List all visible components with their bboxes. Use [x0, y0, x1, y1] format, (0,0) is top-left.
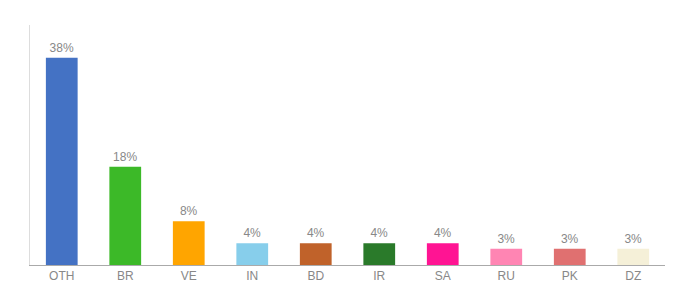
svg-text:OTH: OTH [49, 269, 74, 283]
svg-text:4%: 4% [370, 226, 388, 240]
svg-text:3%: 3% [624, 232, 642, 246]
svg-text:SA: SA [435, 269, 451, 283]
svg-text:18%: 18% [113, 150, 137, 164]
svg-text:VE: VE [181, 269, 197, 283]
svg-text:3%: 3% [561, 232, 579, 246]
svg-text:4%: 4% [434, 226, 452, 240]
svg-text:BR: BR [117, 269, 134, 283]
svg-text:38%: 38% [50, 41, 74, 55]
svg-text:RU: RU [498, 269, 515, 283]
svg-text:PK: PK [562, 269, 578, 283]
svg-text:4%: 4% [243, 226, 261, 240]
svg-text:BD: BD [307, 269, 324, 283]
svg-text:8%: 8% [180, 204, 198, 218]
svg-text:IN: IN [246, 269, 258, 283]
svg-text:DZ: DZ [625, 269, 641, 283]
svg-text:4%: 4% [307, 226, 325, 240]
svg-text:3%: 3% [497, 232, 515, 246]
svg-text:IR: IR [373, 269, 385, 283]
